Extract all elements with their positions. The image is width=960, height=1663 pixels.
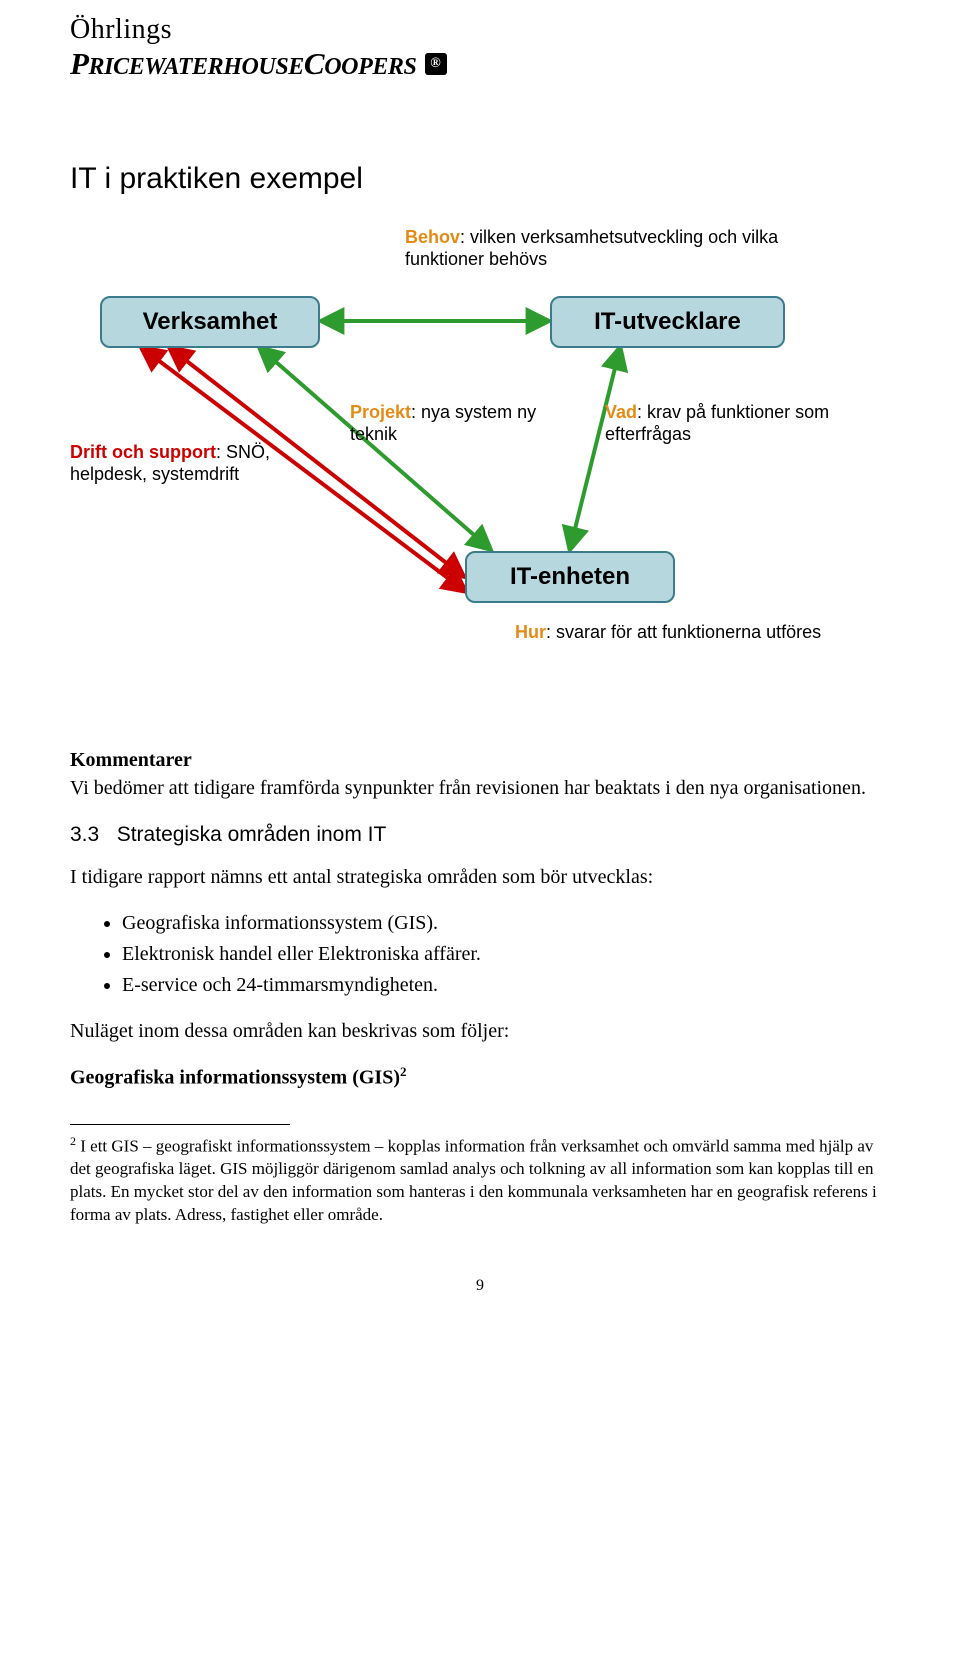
nulaget-text: Nuläget inom dessa områden kan beskrivas… [70,1017,890,1045]
page-number: 9 [70,1277,890,1295]
annotation-projekt: Projekt: nya system ny teknik [350,401,540,446]
kommentarer-heading: Kommentarer [70,749,192,771]
logo-bottom-line: PRICEWATERHOUSECOOPERS [70,46,417,82]
body-text: Kommentarer Vi bedömer att tidigare fram… [70,746,890,1092]
list-item: Elektronisk handel eller Elektroniska af… [122,940,890,968]
annotation-behov: Behov: vilken verksamhetsutveckling och … [405,226,835,271]
diagram-title: IT i praktiken exempel [70,162,890,196]
gis-subheading: Geografiska informationssystem (GIS)2 [70,1063,890,1092]
list-item: Geografiska informationssystem (GIS). [122,909,890,937]
node-it-utvecklare: IT-utvecklare [550,296,785,348]
footnote-rule [70,1124,290,1125]
flow-diagram: Verksamhet IT-utvecklare IT-enheten Beho… [70,226,890,696]
bullet-list: Geografiska informationssystem (GIS). El… [70,909,890,999]
section-intro: I tidigare rapport nämns ett antal strat… [70,863,890,891]
company-logo: Öhrlings PRICEWATERHOUSECOOPERS ® [70,15,890,82]
annotation-drift: Drift och support: SNÖ, helpdesk, system… [70,441,270,486]
annotation-vad: Vad: krav på funktioner som efterfrågas [605,401,835,446]
annotation-hur: Hur: svarar för att funktionerna utföres [515,621,835,644]
logo-badge-icon: ® [425,53,447,75]
section-heading: 3.3 Strategiska områden inom IT [70,820,890,849]
list-item: E-service och 24-timmarsmyndigheten. [122,971,890,999]
logo-top-line: Öhrlings [70,15,890,46]
footnote: 2 I ett GIS – geografiskt informationssy… [70,1133,890,1227]
node-verksamhet: Verksamhet [100,296,320,348]
node-it-enheten: IT-enheten [465,551,675,603]
document-page: Öhrlings PRICEWATERHOUSECOOPERS ® IT i p… [0,0,960,1355]
kommentarer-text: Vi bedömer att tidigare framförda synpun… [70,777,866,799]
